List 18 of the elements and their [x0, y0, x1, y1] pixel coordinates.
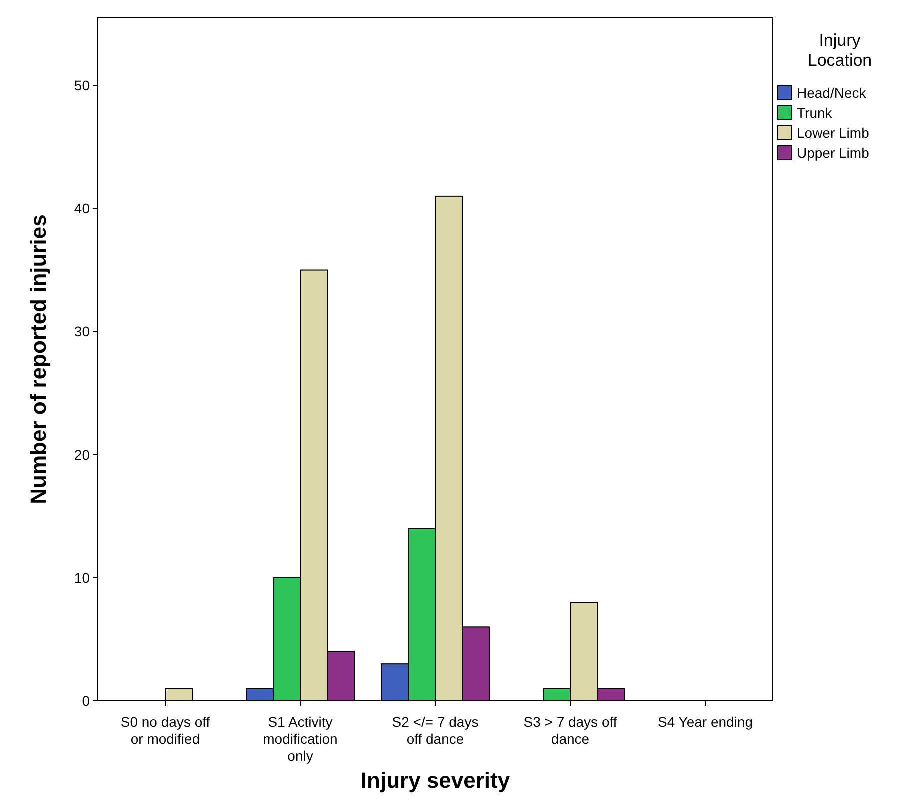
x-tick-label: S3 > 7 days off dance — [524, 714, 618, 747]
legend-label: Lower Limb — [797, 124, 870, 141]
y-tick-label: 20 — [74, 446, 90, 463]
legend-title: Injury Location — [808, 31, 872, 70]
x-tick-label: S4 Year ending — [658, 714, 753, 730]
y-axis-title: Number of reported injuries — [26, 214, 51, 504]
x-tick-label: S2 </= 7 days off dance — [392, 714, 479, 747]
y-tick-label: 10 — [74, 570, 90, 586]
y-tick-label: 30 — [74, 324, 90, 340]
y-tick-label: 50 — [74, 78, 90, 94]
y-tick-label: 40 — [74, 200, 90, 217]
x-tick-label: S0 no days off or modified — [120, 714, 210, 747]
legend-label: Trunk — [797, 104, 834, 121]
legend-label: Head/Neck — [797, 84, 868, 101]
y-tick-label: 0 — [82, 692, 90, 709]
x-axis-title: Injury severity — [360, 768, 511, 793]
x-tick-label: S1 Activity modification only — [263, 714, 338, 764]
legend-label: Upper Limb — [797, 144, 870, 161]
